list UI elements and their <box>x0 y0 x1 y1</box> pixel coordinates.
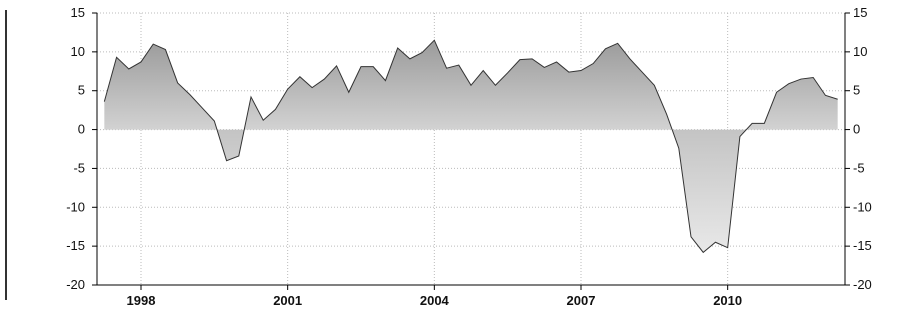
y-tick-label-right: -20 <box>853 277 872 292</box>
x-tick-label: 2004 <box>420 293 450 308</box>
x-tick-label: 2010 <box>713 293 742 308</box>
y-tick-label-right: -15 <box>853 238 872 253</box>
y-tick-label-right: 0 <box>853 122 860 137</box>
positive-area <box>104 40 838 130</box>
y-tick-label-left: 15 <box>71 5 85 20</box>
y-tick-label-left: -20 <box>66 277 85 292</box>
y-tick-label-left: 5 <box>78 83 85 98</box>
x-tick-label: 2007 <box>567 293 596 308</box>
y-tick-label-right: 5 <box>853 83 860 98</box>
y-tick-label-left: -15 <box>66 238 85 253</box>
area-layer <box>103 39 838 254</box>
y-tick-label-right: 15 <box>853 5 867 20</box>
x-tick-label: 2001 <box>273 293 302 308</box>
axes <box>96 13 846 286</box>
y-tick-label-left: -5 <box>73 160 85 175</box>
left-y-axis-ticks: 15 10 5 0 -5 -10 -15 -20 <box>66 5 97 292</box>
y-tick-label-right: -5 <box>853 160 865 175</box>
negative-area <box>216 129 747 253</box>
right-y-axis-ticks: 15 10 5 0 -5 -10 -15 -20 <box>845 5 872 292</box>
y-tick-label-right: -10 <box>853 199 872 214</box>
y-tick-label-left: 10 <box>71 44 85 59</box>
x-axis-ticks: 1998 2001 2004 2007 2010 <box>127 285 742 308</box>
series-line <box>103 39 838 254</box>
y-tick-label-left: -10 <box>66 199 85 214</box>
y-tick-label-left: 0 <box>78 122 85 137</box>
y-tick-label-right: 10 <box>853 44 867 59</box>
x-tick-label: 1998 <box>127 293 156 308</box>
